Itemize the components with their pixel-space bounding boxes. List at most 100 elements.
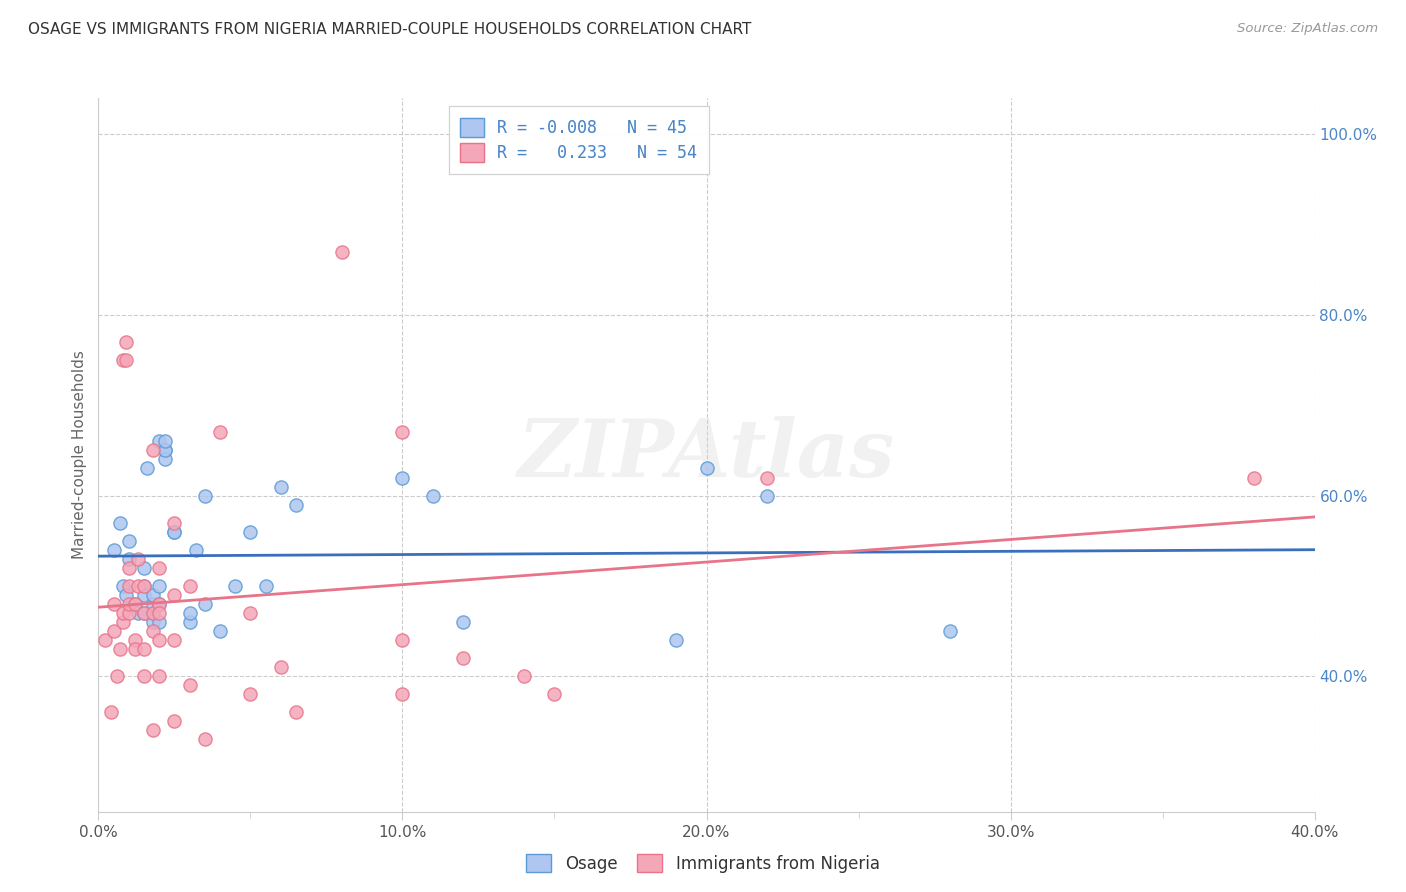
Point [453, 651, 475, 665]
Point [148, 597, 170, 611]
Point [127, 551, 149, 566]
Point [111, 615, 134, 629]
Point [118, 561, 141, 575]
Point [155, 452, 177, 467]
Point [453, 615, 475, 629]
Point [132, 579, 155, 593]
Point [254, 579, 277, 593]
Point [148, 615, 170, 629]
Point [1243, 470, 1265, 484]
Point [163, 633, 186, 648]
Point [285, 498, 308, 512]
Point [148, 579, 170, 593]
Point [118, 579, 141, 593]
Point [132, 588, 155, 602]
Point [132, 606, 155, 620]
Point [124, 597, 146, 611]
Point [163, 714, 186, 729]
Y-axis label: Married-couple Households: Married-couple Households [72, 351, 87, 559]
Point [422, 489, 444, 503]
Point [391, 687, 413, 701]
Point [209, 624, 232, 638]
Point [163, 516, 186, 530]
Point [163, 524, 186, 539]
Point [142, 624, 165, 638]
Point [124, 642, 146, 657]
Point [179, 606, 201, 620]
Point [179, 615, 201, 629]
Point [391, 425, 413, 440]
Point [127, 606, 149, 620]
Point [142, 588, 165, 602]
Point [108, 516, 131, 530]
Point [132, 561, 155, 575]
Legend: Osage, Immigrants from Nigeria: Osage, Immigrants from Nigeria [520, 847, 886, 880]
Point [209, 425, 232, 440]
Point [142, 615, 165, 629]
Point [148, 669, 170, 683]
Point [756, 489, 779, 503]
Point [118, 606, 141, 620]
Point [756, 470, 779, 484]
Point [194, 489, 217, 503]
Point [155, 443, 177, 458]
Point [93, 633, 115, 648]
Point [148, 597, 170, 611]
Point [224, 579, 246, 593]
Text: Source: ZipAtlas.com: Source: ZipAtlas.com [1237, 22, 1378, 36]
Point [118, 551, 141, 566]
Point [179, 579, 201, 593]
Point [194, 732, 217, 747]
Point [148, 606, 170, 620]
Point [163, 524, 186, 539]
Point [103, 542, 125, 557]
Point [155, 443, 177, 458]
Point [111, 606, 134, 620]
Point [513, 669, 536, 683]
Point [239, 524, 262, 539]
Point [132, 606, 155, 620]
Point [391, 470, 413, 484]
Point [155, 434, 177, 449]
Point [179, 678, 201, 692]
Point [105, 669, 128, 683]
Point [285, 706, 308, 720]
Point [391, 633, 413, 648]
Point [114, 353, 136, 368]
Point [132, 579, 155, 593]
Point [114, 588, 136, 602]
Text: ZIPAtlas: ZIPAtlas [517, 417, 896, 493]
Point [939, 624, 962, 638]
Point [127, 579, 149, 593]
Point [270, 660, 292, 674]
Legend: R = -0.008   N = 45, R =   0.233   N = 54: R = -0.008 N = 45, R = 0.233 N = 54 [449, 106, 709, 174]
Point [118, 597, 141, 611]
Point [142, 606, 165, 620]
Point [184, 542, 207, 557]
Point [163, 588, 186, 602]
Point [696, 461, 718, 475]
Point [103, 597, 125, 611]
Point [543, 687, 565, 701]
Point [194, 597, 217, 611]
Point [142, 597, 165, 611]
Point [100, 706, 122, 720]
Text: OSAGE VS IMMIGRANTS FROM NIGERIA MARRIED-COUPLE HOUSEHOLDS CORRELATION CHART: OSAGE VS IMMIGRANTS FROM NIGERIA MARRIED… [28, 22, 751, 37]
Point [239, 687, 262, 701]
Point [124, 597, 146, 611]
Point [111, 353, 134, 368]
Point [239, 606, 262, 620]
Point [142, 443, 165, 458]
Point [136, 461, 159, 475]
Point [148, 561, 170, 575]
Point [132, 642, 155, 657]
Point [118, 533, 141, 548]
Point [330, 244, 353, 259]
Point [132, 669, 155, 683]
Point [148, 434, 170, 449]
Point [665, 633, 688, 648]
Point [270, 479, 292, 493]
Point [108, 642, 131, 657]
Point [114, 334, 136, 349]
Point [103, 624, 125, 638]
